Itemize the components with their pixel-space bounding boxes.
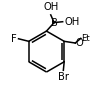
Text: O: O [76,38,83,48]
Text: OH: OH [64,17,80,27]
Text: Et: Et [81,34,90,43]
Text: B: B [51,18,58,28]
Text: Br: Br [58,72,69,82]
Text: F: F [11,34,17,44]
Text: OH: OH [43,2,58,12]
